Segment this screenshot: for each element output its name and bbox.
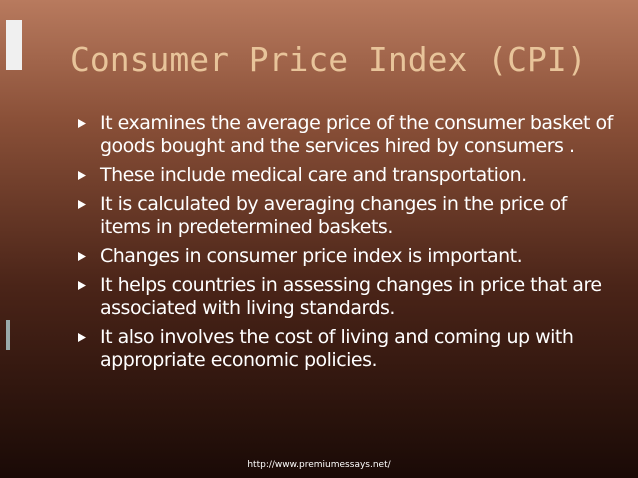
bullet: Changes in consumer price index is impor… — [78, 245, 618, 268]
bullet: It is calculated by averaging changes in… — [78, 193, 618, 239]
bullet: These include medical care and transport… — [78, 164, 618, 187]
bullet: It also involves the cost of living and … — [78, 326, 618, 372]
bullet-list: It examines the average price of the con… — [78, 112, 618, 378]
slide-title: Consumer Price Index (CPI) — [70, 40, 587, 79]
decor-bar — [6, 320, 10, 350]
bullet: It helps countries in assessing changes … — [78, 274, 618, 320]
bullet: It examines the average price of the con… — [78, 112, 618, 158]
footer-url: http://www.premiumessays.net/ — [247, 460, 391, 470]
decor-bar — [6, 20, 22, 70]
